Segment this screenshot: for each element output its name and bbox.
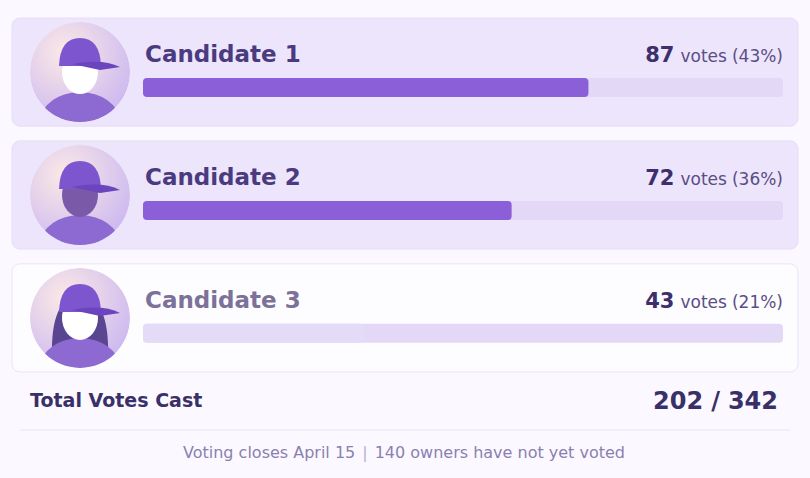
bars <box>143 78 588 343</box>
totals: Total Votes Cast 202 / 342 <box>20 387 790 430</box>
total-value: 202 / 342 <box>653 387 778 415</box>
bar <box>143 201 512 220</box>
row-card <box>12 264 798 372</box>
vote-unit: votes <box>680 292 727 312</box>
avatar-cap-brim <box>72 185 120 193</box>
row-card <box>12 141 798 249</box>
total-separator: / <box>711 387 720 415</box>
vote-count: 72 <box>645 166 674 190</box>
vote-count: 43 <box>645 289 674 313</box>
vote-unit: votes <box>680 169 727 189</box>
avatar-body <box>38 215 122 250</box>
footer-text: 140 owners have not yet voted <box>375 443 625 462</box>
bar-track <box>143 201 783 220</box>
footer-separator: | <box>362 443 367 462</box>
avatar-body <box>38 338 122 373</box>
avatar-cap-brim <box>72 62 120 70</box>
background <box>0 0 810 478</box>
bar-track <box>143 324 783 343</box>
avatar-cap-brim <box>72 308 120 316</box>
avatar <box>30 145 130 250</box>
total-eligible: 342 <box>728 387 778 415</box>
poll-chart: Candidate 187votes(43%)Candidate 272vote… <box>0 0 810 478</box>
divider <box>20 430 790 431</box>
footer-text: Voting closes April 15 <box>183 443 355 462</box>
total-cast: 202 <box>653 387 703 415</box>
data-label: 72 votes(36%) <box>645 166 783 190</box>
candidate-row: Candidate 2 72 votes(36%) <box>12 141 798 250</box>
rows: Candidate 187votes(43%)Candidate 272vote… <box>12 18 798 373</box>
vote-count: 87 <box>645 43 674 67</box>
candidate-row: Candidate 1 87 votes(43%) <box>12 18 798 127</box>
percent-label: (43%) <box>732 46 783 66</box>
data-label: 43 votes(21%) <box>645 289 783 313</box>
candidate-name: Candidate 2 <box>145 164 301 190</box>
percent-label: (21%) <box>732 292 783 312</box>
total-label: Total Votes Cast <box>30 389 202 411</box>
percent-label: (36%) <box>732 169 783 189</box>
bar <box>143 78 588 97</box>
footer: Voting closes April 15 | 140 owners have n… <box>183 443 625 462</box>
candidate-name: Candidate 1 <box>145 41 301 67</box>
vote-unit: votes <box>680 46 727 66</box>
avatar <box>30 268 130 373</box>
bar-track <box>143 78 783 97</box>
bar <box>143 324 363 343</box>
data-label: 87 votes(43%) <box>645 43 783 67</box>
avatar-body <box>38 92 122 127</box>
candidate-row: Candidate 3 43 votes(21%) <box>12 264 798 373</box>
avatar <box>30 22 130 127</box>
candidate-name: Candidate 3 <box>145 287 301 313</box>
row-card <box>12 18 798 126</box>
